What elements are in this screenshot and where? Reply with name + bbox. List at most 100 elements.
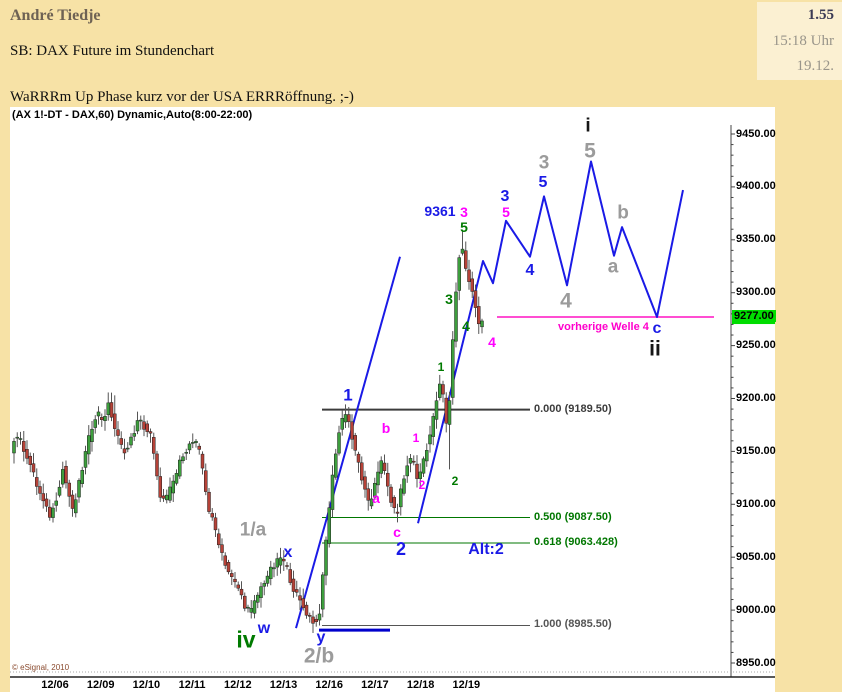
candle-up xyxy=(259,586,263,598)
candle-up xyxy=(106,402,110,415)
candle-down xyxy=(145,423,149,432)
candle-down xyxy=(200,453,205,469)
candle-up xyxy=(457,257,461,291)
candle-up xyxy=(54,500,58,506)
candle-up xyxy=(80,470,84,484)
wave-label-3: 3 xyxy=(500,188,510,205)
candle-up xyxy=(139,419,143,422)
wave-label-4: 4 xyxy=(462,318,470,334)
candle-up xyxy=(438,383,442,398)
candle-up xyxy=(343,414,348,423)
fib-level-label: 1.000 (8985.50) xyxy=(534,618,612,631)
candle-up xyxy=(178,459,182,477)
candle-up xyxy=(428,434,432,445)
price-tick-label: 9250.00 xyxy=(736,339,776,352)
candle-up xyxy=(171,480,175,494)
date-tick-label: 12/10 xyxy=(132,679,161,691)
candle-up xyxy=(376,471,380,486)
candle-up xyxy=(451,339,455,398)
fib-level-label: 0.000 (9189.50) xyxy=(534,402,612,415)
candle-down xyxy=(28,455,32,465)
price-tick-label: 9050.00 xyxy=(736,550,776,563)
candle-down xyxy=(207,491,211,512)
candle-down xyxy=(295,589,299,593)
wave-label-ii: ii xyxy=(649,337,661,361)
wave-label-i: i xyxy=(585,115,591,137)
candle-up xyxy=(402,478,406,494)
candle-up xyxy=(460,248,465,254)
chart-title: (AX 1!-DT - DAX,60) Dynamic,Auto(8:00-22… xyxy=(12,109,253,121)
candle-down xyxy=(142,421,146,430)
wave-label-y: y xyxy=(316,629,326,646)
candle-down xyxy=(100,417,104,420)
candle-up xyxy=(90,428,94,443)
post-meta-box: 1.55 15:18 Uhr 19.12. xyxy=(757,2,842,80)
candle-up xyxy=(421,458,426,474)
candle-up xyxy=(129,436,133,446)
candle-up xyxy=(132,433,136,437)
candle-up xyxy=(321,574,325,610)
candle-down xyxy=(395,511,400,514)
wave-label-c: c xyxy=(393,524,401,540)
candle-down xyxy=(217,533,221,546)
candle-down xyxy=(109,402,114,418)
date-tick-label: 12/06 xyxy=(41,679,69,691)
date-tick-label: 12/17 xyxy=(361,679,389,691)
candle-down xyxy=(350,421,354,440)
author-name: André Tiedje xyxy=(10,7,101,24)
date-tick-label: 12/12 xyxy=(224,679,252,691)
candle-down xyxy=(38,486,42,494)
candle-down xyxy=(152,437,156,454)
candle-down xyxy=(347,414,351,422)
candle-up xyxy=(126,447,130,450)
candle-up xyxy=(194,440,198,444)
candle-down xyxy=(48,506,52,518)
candle-down xyxy=(291,578,296,592)
wave-label-9361: 9361 xyxy=(424,203,456,219)
previous-wave4-label: vorherige Welle 4 xyxy=(558,321,649,334)
candle-down xyxy=(223,555,227,566)
candle-up xyxy=(103,416,107,422)
date-tick-label: 12/16 xyxy=(315,679,343,691)
wave-label-2: 2 xyxy=(418,478,426,492)
fib-level-label: 0.500 (9087.50) xyxy=(534,510,612,523)
wave-label-3: 3 xyxy=(460,204,468,220)
candle-down xyxy=(158,476,162,498)
candle-up xyxy=(369,498,374,507)
candle-up xyxy=(327,507,331,544)
candle-down xyxy=(119,438,123,445)
candle-up xyxy=(181,456,185,461)
candle-down xyxy=(356,453,361,463)
candle-up xyxy=(15,436,19,439)
candle-up xyxy=(373,482,377,498)
price-tick-label: 9300.00 xyxy=(736,286,776,299)
candle-down xyxy=(44,498,49,507)
candle-up xyxy=(51,507,55,518)
candle-up xyxy=(246,606,250,609)
wave-label-Alt2: Alt:2 xyxy=(468,541,504,558)
candle-up xyxy=(184,452,188,454)
post-subject: SB: DAX Future im Stundenchart xyxy=(10,43,215,59)
candle-down xyxy=(41,493,45,502)
candle-up xyxy=(405,465,409,477)
wave-label-b: b xyxy=(617,202,629,224)
candle-down xyxy=(236,584,240,589)
wave-label-a: a xyxy=(607,256,619,278)
candle-down xyxy=(282,558,286,562)
candle-down xyxy=(197,445,201,450)
candle-up xyxy=(454,291,458,342)
wave-label-5: 5 xyxy=(502,204,510,220)
candle-up xyxy=(61,469,65,485)
price-tick-label: 9400.00 xyxy=(736,180,776,193)
candle-down xyxy=(470,278,474,292)
candle-down xyxy=(366,488,370,501)
candle-down xyxy=(285,565,289,567)
candle-up xyxy=(340,418,344,430)
candle-up xyxy=(57,486,62,496)
candle-down xyxy=(161,495,166,499)
wave-label-1: 1 xyxy=(343,385,353,405)
candle-down xyxy=(210,513,214,518)
candle-up xyxy=(265,575,270,584)
